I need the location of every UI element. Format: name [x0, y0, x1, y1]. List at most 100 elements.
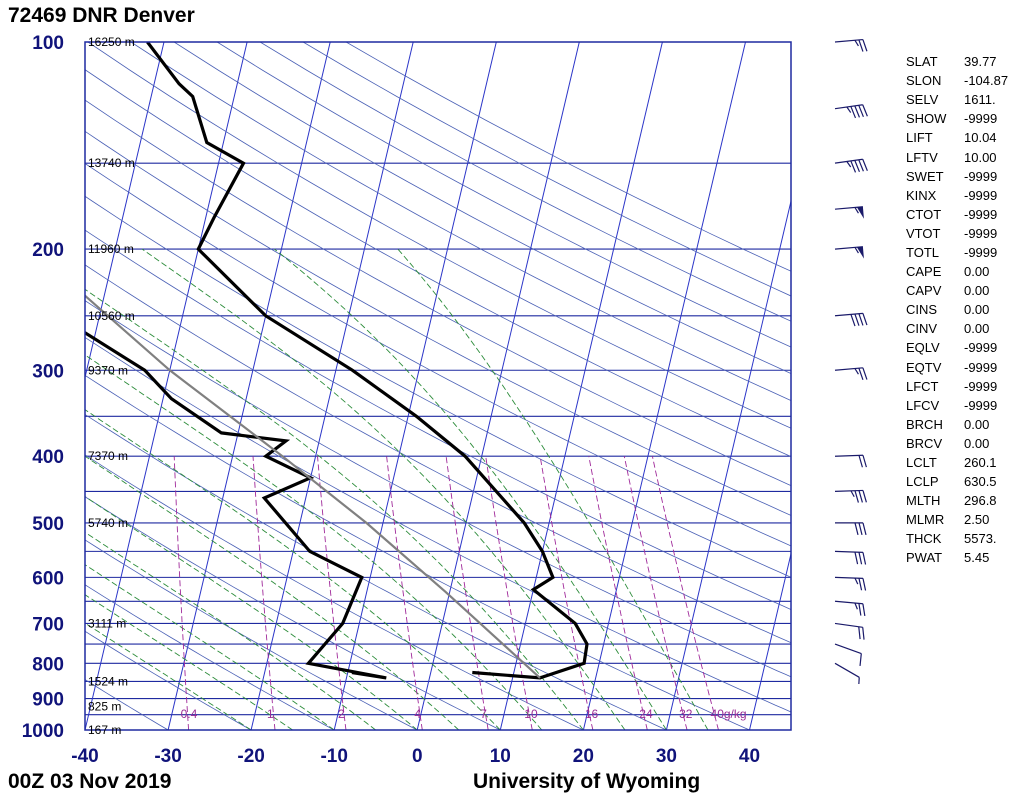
mixing-ratio-line: [588, 456, 648, 730]
mixing-ratio-line: [173, 456, 190, 730]
index-key: BRCV: [906, 435, 943, 451]
moist-adiabat-line: [85, 564, 335, 730]
index-key: TOTL: [906, 244, 939, 260]
index-row: VTOT -9999: [906, 224, 1008, 243]
height-label: 825 m: [88, 700, 121, 714]
index-row: SLAT 39.77: [906, 52, 1008, 71]
mixing-ratio-line: [317, 456, 347, 730]
dry-adiabat-line: [85, 729, 86, 730]
index-row: MLTH 296.8: [906, 491, 1008, 510]
isotherm-line: [333, 42, 497, 730]
mixing-ratio-label: 4: [414, 707, 421, 721]
dry-adiabat-line: [85, 300, 791, 678]
height-label: 167 m: [88, 723, 121, 737]
index-key: CAPV: [906, 283, 942, 299]
dry-adiabat-line: [0, 42, 25, 745]
index-value: 1611.: [964, 92, 996, 108]
index-row: CAPE 0.00: [906, 262, 1008, 281]
index-row: CINS 0.00: [906, 300, 1008, 319]
moist-adiabat-line: [85, 594, 293, 730]
index-row: KINX -9999: [906, 186, 1008, 205]
mixing-ratio-grid: [173, 456, 719, 730]
index-value: 10.00: [964, 149, 997, 165]
wind-barb: [834, 643, 862, 666]
wind-barb: [834, 550, 867, 565]
pressure-tick-label: 600: [32, 568, 64, 589]
moist-adiabat-line: [85, 409, 501, 730]
index-key: EQTV: [906, 359, 942, 375]
wind-barb: [834, 600, 866, 617]
dry-adiabat-line: [85, 130, 791, 516]
index-key: CTOT: [906, 206, 942, 222]
dry-adiabat-line: [216, 42, 791, 348]
index-value: 0.00: [964, 321, 990, 337]
index-row: LFCT -9999: [906, 377, 1008, 396]
dewpoint-profile: [85, 330, 387, 680]
index-row: THCK 5573.: [906, 529, 1008, 548]
index-key: SHOW: [906, 111, 947, 127]
index-row: SLON -104.87: [906, 71, 1008, 90]
index-key: LFTV: [906, 149, 938, 165]
mixing-ratio-line: [651, 456, 719, 730]
sounding-time: 00Z 03 Nov 2019: [8, 770, 172, 793]
index-value: 39.77: [964, 54, 997, 70]
dry-adiabat-line: [85, 374, 751, 730]
temperature-tick-label: -20: [237, 746, 264, 767]
moist-adiabat-grid: [85, 248, 709, 730]
pressure-tick-label: 1000: [22, 721, 64, 742]
index-key: LIFT: [906, 130, 933, 146]
index-key: MLMR: [906, 512, 945, 528]
isobar-grid: [85, 42, 791, 730]
temperature-tick-label: -30: [154, 746, 181, 767]
moist-adiabat-line: [85, 288, 584, 730]
isotherm-line: [85, 42, 165, 380]
index-value: -9999: [964, 168, 998, 184]
index-row: LCLT 260.1: [906, 453, 1008, 472]
index-value: 0.00: [964, 264, 990, 280]
index-key: EQLV: [906, 340, 940, 356]
dry-adiabat-line: [85, 69, 791, 457]
mixing-ratio-label: 1: [267, 707, 274, 721]
dry-adiabat-line: [85, 336, 791, 713]
index-key: BRCH: [906, 416, 943, 432]
pressure-tick-label: 900: [32, 690, 64, 711]
index-row: BRCH 0.00: [906, 415, 1008, 434]
index-value: 0.00: [964, 283, 990, 299]
pressure-tick-label: 500: [32, 514, 64, 535]
temperature-tick-label: 10: [490, 746, 511, 767]
index-key: THCK: [906, 531, 942, 547]
height-label: 11960 m: [88, 242, 134, 256]
index-row: PWAT 5.45: [906, 548, 1008, 567]
mixing-ratio-label: 40g/kg: [711, 707, 747, 721]
pressure-tick-label: 100: [32, 33, 64, 54]
index-key: MLTH: [906, 493, 941, 509]
wind-barb: [834, 158, 868, 173]
moist-adiabat-line: [85, 354, 543, 730]
mixing-ratio-label: 32: [679, 707, 693, 721]
index-row: SWET -9999: [906, 167, 1008, 186]
index-value: 5573.: [964, 531, 997, 547]
dry-adiabat-line: [85, 195, 791, 578]
index-key: SLON: [906, 73, 942, 89]
index-value: -9999: [964, 225, 998, 241]
moist-adiabat-line: [85, 496, 418, 730]
mixing-ratio-line: [539, 456, 594, 730]
index-row: LIFT 10.04: [906, 128, 1008, 147]
index-key: CINS: [906, 302, 938, 318]
parcel-profile: [85, 294, 541, 679]
mixing-ratio-line: [445, 456, 489, 730]
index-value: -9999: [964, 340, 998, 356]
height-label: 16250 m: [88, 35, 135, 49]
index-key: SELV: [906, 92, 939, 108]
isotherm-line: [167, 42, 331, 730]
index-value: 296.8: [964, 493, 997, 509]
height-label: 3111 m: [88, 616, 126, 630]
index-value: -9999: [964, 187, 998, 203]
index-key: LFCV: [906, 397, 940, 413]
dry-adiabat-line: [130, 42, 791, 401]
wind-barb: [834, 246, 864, 259]
wind-barb: [834, 38, 868, 52]
mixing-ratio-line: [252, 456, 276, 730]
index-value: -9999: [964, 111, 998, 127]
